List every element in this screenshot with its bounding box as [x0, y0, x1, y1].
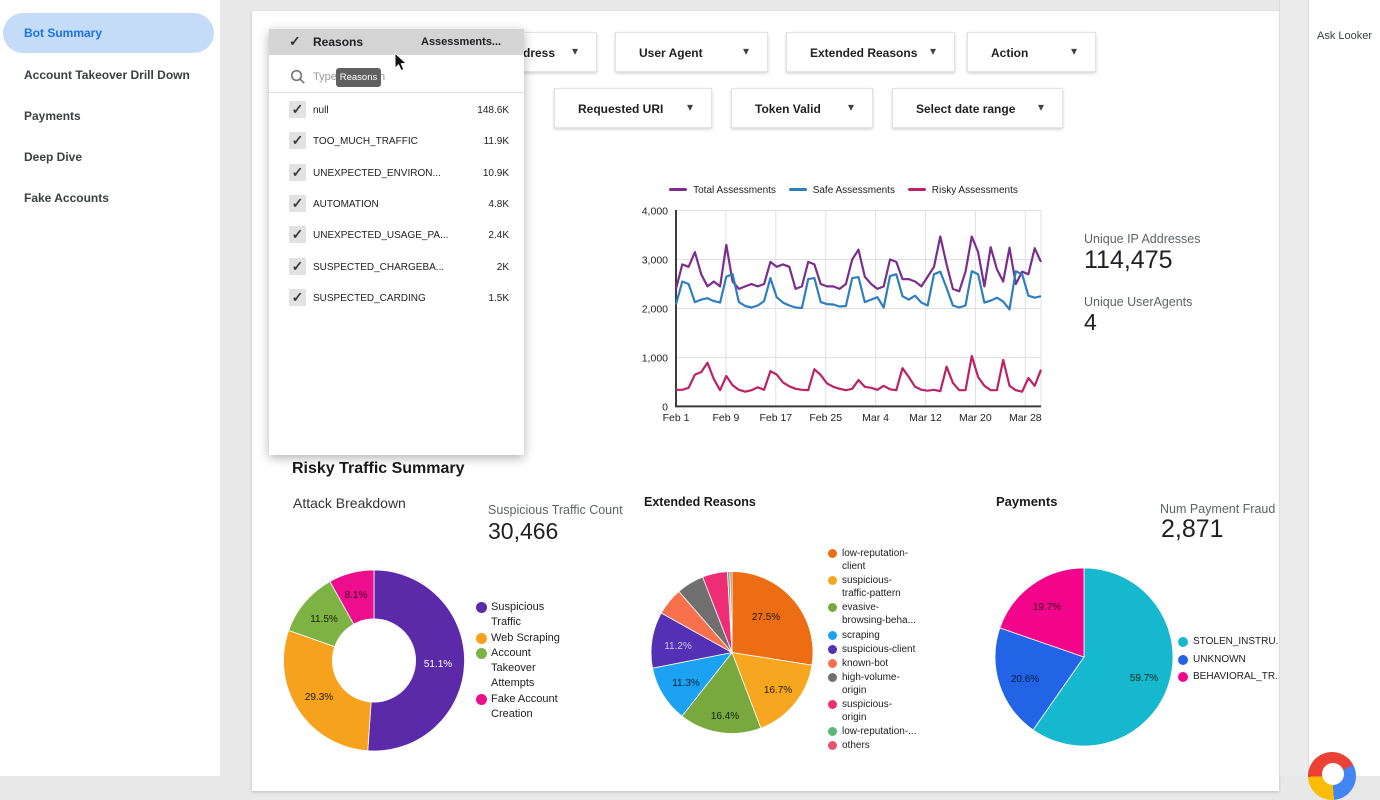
svg-text:4,000: 4,000 — [642, 206, 668, 218]
svg-text:Mar 4: Mar 4 — [862, 412, 889, 424]
svg-text:3,000: 3,000 — [642, 255, 668, 267]
svg-text:27.5%: 27.5% — [752, 612, 780, 623]
svg-text:Feb 17: Feb 17 — [759, 412, 792, 424]
svg-text:16.4%: 16.4% — [711, 711, 739, 722]
svg-text:Mar 28: Mar 28 — [1009, 412, 1042, 424]
svg-text:11.5%: 11.5% — [310, 614, 338, 625]
svg-text:11.3%: 11.3% — [672, 678, 700, 689]
svg-text:11.2%: 11.2% — [664, 641, 692, 652]
svg-text:16.7%: 16.7% — [764, 685, 792, 696]
svg-text:0: 0 — [662, 401, 668, 413]
svg-text:51.1%: 51.1% — [424, 659, 452, 670]
svg-text:59.7%: 59.7% — [1130, 673, 1158, 684]
svg-text:Mar 12: Mar 12 — [909, 412, 942, 424]
svg-text:1,000: 1,000 — [642, 352, 668, 364]
svg-text:29.3%: 29.3% — [305, 692, 333, 703]
svg-text:Feb 9: Feb 9 — [712, 412, 739, 424]
svg-text:20.6%: 20.6% — [1011, 674, 1039, 685]
svg-text:2,000: 2,000 — [642, 304, 668, 316]
svg-text:19.7%: 19.7% — [1033, 602, 1061, 613]
svg-text:8.1%: 8.1% — [345, 590, 368, 601]
svg-text:Mar 20: Mar 20 — [959, 412, 992, 424]
svg-text:Feb 1: Feb 1 — [663, 412, 690, 424]
svg-text:Feb 25: Feb 25 — [809, 412, 842, 424]
